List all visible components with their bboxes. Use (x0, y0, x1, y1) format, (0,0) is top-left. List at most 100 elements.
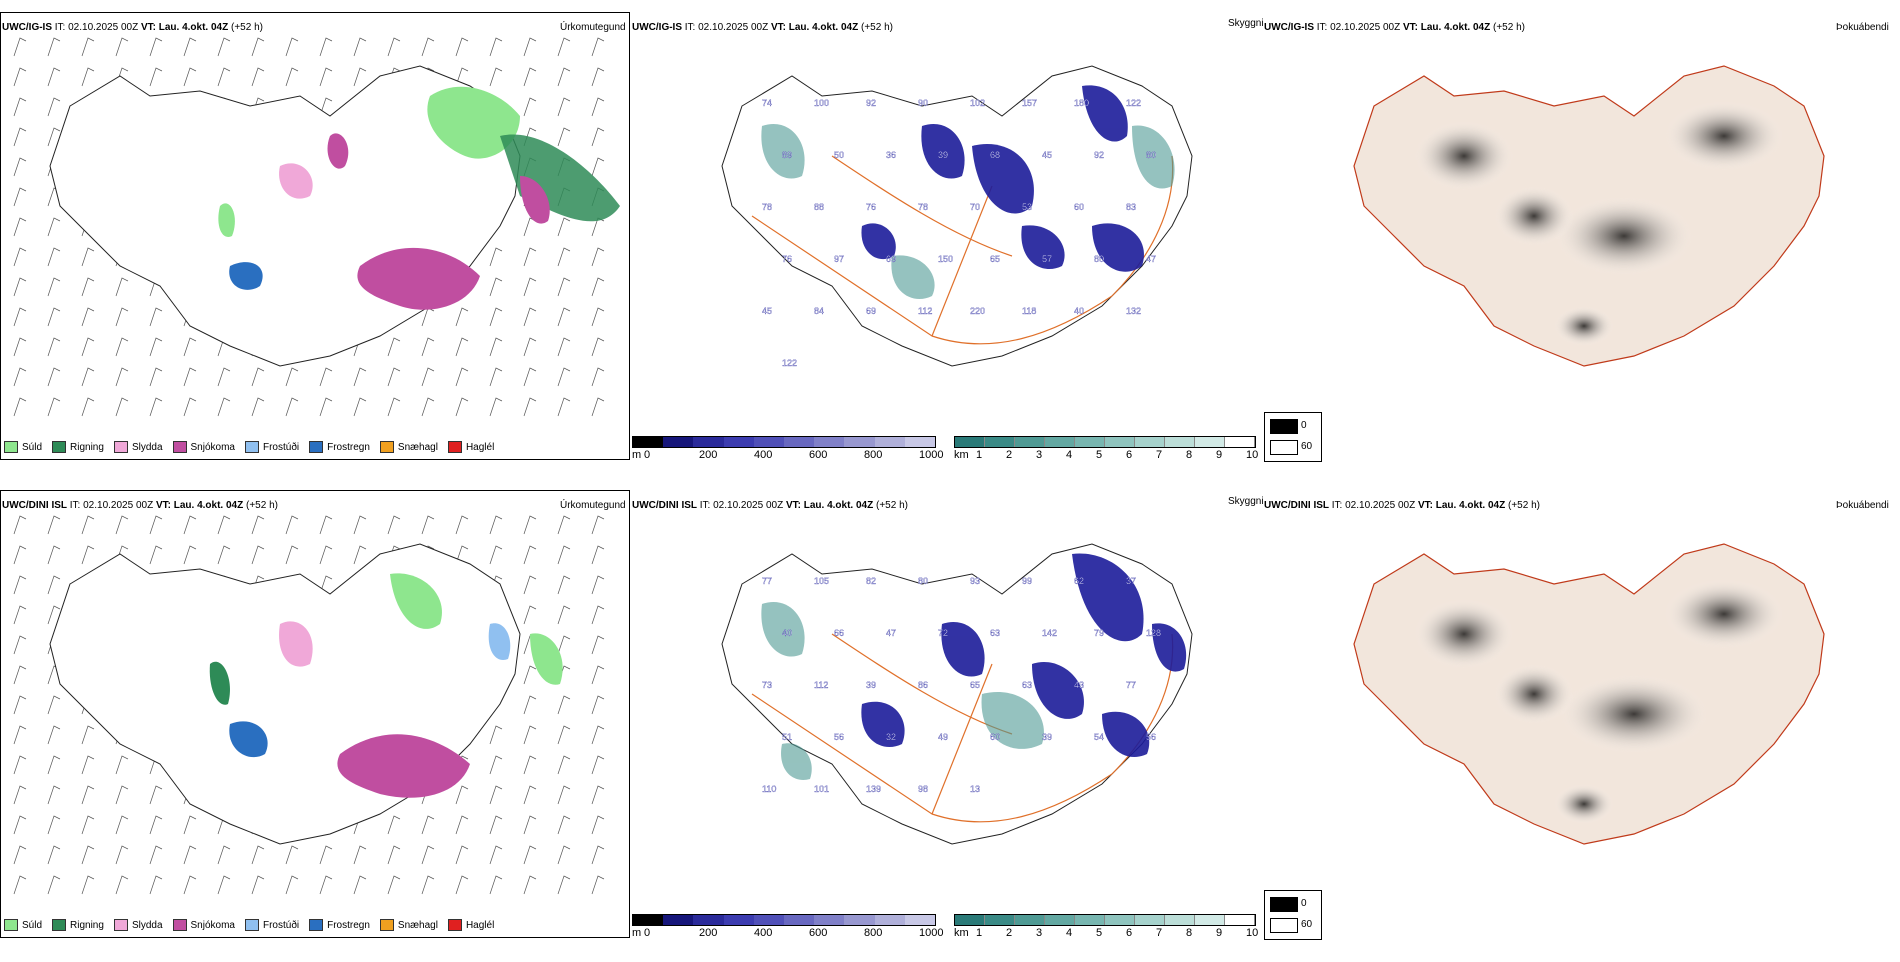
panel-title: Úrkomutegund (560, 500, 626, 511)
cloud-base-value: 51 (782, 732, 792, 742)
lead-time: (+52 h) (246, 500, 278, 511)
legend-swatch (113, 919, 128, 931)
wind-barb (183, 875, 197, 895)
wind-barb (353, 67, 367, 87)
key-swatch-white (1270, 918, 1298, 933)
wind-barb (115, 785, 129, 805)
wind-barb (183, 545, 197, 565)
wind-barb (455, 875, 469, 895)
wind-barb (353, 515, 367, 535)
legend-item-sudd: Súld (4, 919, 42, 931)
colorbar-tick: 400 (754, 927, 773, 939)
wind-barb (489, 845, 503, 865)
precip-legend: Súld Rigning Slydda Snjókoma Frostúði Fr… (4, 918, 494, 932)
precip-map (13, 37, 620, 417)
wind-barb (47, 247, 61, 267)
wind-barb (251, 845, 265, 865)
panel-header: UWC/IG-IS IT: 02.10.2025 00Z VT: Lau. 4.… (632, 22, 893, 33)
wind-barb (47, 845, 61, 865)
wind-barb (523, 695, 537, 715)
valid-time: VT: Lau. 4.okt. 04Z (770, 22, 859, 33)
wind-barb (387, 37, 401, 57)
wind-barb (523, 665, 537, 685)
wind-barb (523, 575, 537, 595)
colorbar-tick: 800 (864, 449, 883, 461)
fog-map (1353, 65, 1825, 367)
wind-barb (489, 755, 503, 775)
init-time: IT: 02.10.2025 00Z (54, 22, 139, 33)
legend-swatch (244, 919, 259, 931)
panel-title: Skyggni (1228, 496, 1264, 507)
valid-time: VT: Lau. 4.okt. 04Z (1417, 500, 1506, 511)
colorbar-segment (904, 437, 936, 447)
wind-barb (489, 545, 503, 565)
wind-barb (421, 367, 435, 387)
wind-barb (183, 845, 197, 865)
cloud-base-value: 63 (1022, 680, 1032, 690)
cloud-base-value: 80 (1146, 150, 1156, 160)
colorbar-segment (814, 437, 845, 447)
wind-barb (523, 545, 537, 565)
cloud-base-value: 80 (1094, 254, 1104, 264)
wind-barb (421, 875, 435, 895)
wind-barb (81, 307, 95, 327)
wind-barb (557, 845, 571, 865)
wind-barb (557, 545, 571, 565)
wind-barb (387, 845, 401, 865)
cloud-base-value: 86 (918, 680, 928, 690)
wind-barb (557, 97, 571, 117)
colorbar-segment (814, 915, 845, 925)
panel-title: Úrkomutegund (560, 22, 626, 33)
colorbar-tick: 1 (976, 927, 983, 939)
colorbar-segment (1225, 437, 1255, 447)
cloud-base-value: 79 (1094, 628, 1104, 638)
wind-barb (115, 515, 129, 535)
cloud-base-value: 89 (782, 150, 792, 160)
colorbar-segment (844, 915, 875, 925)
legend-swatch (309, 919, 324, 931)
init-time: IT: 02.10.2025 00Z (69, 500, 154, 511)
colorbar-segment (1165, 437, 1195, 447)
wind-barb (353, 545, 367, 565)
wind-barb (523, 337, 537, 357)
wind-barb (149, 785, 163, 805)
wind-barb (13, 397, 27, 417)
colorbar-segment (1225, 915, 1255, 925)
wind-barb (489, 397, 503, 417)
colorbar-segment (844, 437, 875, 447)
wind-barb (591, 97, 605, 117)
cloud-base-value: 112 (918, 306, 932, 316)
wind-barb (81, 785, 95, 805)
colorbar-segment (1075, 915, 1105, 925)
wind-barb (13, 875, 27, 895)
colorbar-tick: 5 (1096, 449, 1103, 461)
wind-barb (81, 67, 95, 87)
wind-barb (81, 247, 95, 267)
wind-barb (47, 127, 61, 147)
colorbar-tick: 0 (644, 927, 651, 939)
precip-type-panel: UWC/DINI ISL IT: 02.10.2025 00Z VT: Lau.… (0, 490, 630, 962)
colorbar-tick: 3 (1036, 927, 1043, 939)
colorbar-tick: 2 (1006, 927, 1013, 939)
wind-barb (13, 545, 27, 565)
legend-swatch (172, 441, 187, 453)
wind-barb (455, 815, 469, 835)
key-label-high: 60 (1301, 919, 1313, 930)
colorbar-segment (693, 915, 724, 925)
legend-swatch (244, 441, 259, 453)
cloud-base-value: 49 (938, 732, 948, 742)
panel-title: Þokuábendi (1836, 500, 1889, 511)
wind-barb (557, 515, 571, 535)
wind-barb (81, 397, 95, 417)
wind-barb (387, 815, 401, 835)
wind-barb (591, 127, 605, 147)
wind-barb (149, 67, 163, 87)
wind-barb (557, 725, 571, 745)
colorbar-segment (784, 437, 815, 447)
legend-item-slydda: Slydda (113, 441, 163, 453)
legend-label: Snjókoma (190, 441, 235, 453)
cloud-base-value: 78 (762, 202, 772, 212)
wind-barb (115, 397, 129, 417)
fog-map (1353, 543, 1825, 845)
wind-barb (319, 97, 333, 117)
